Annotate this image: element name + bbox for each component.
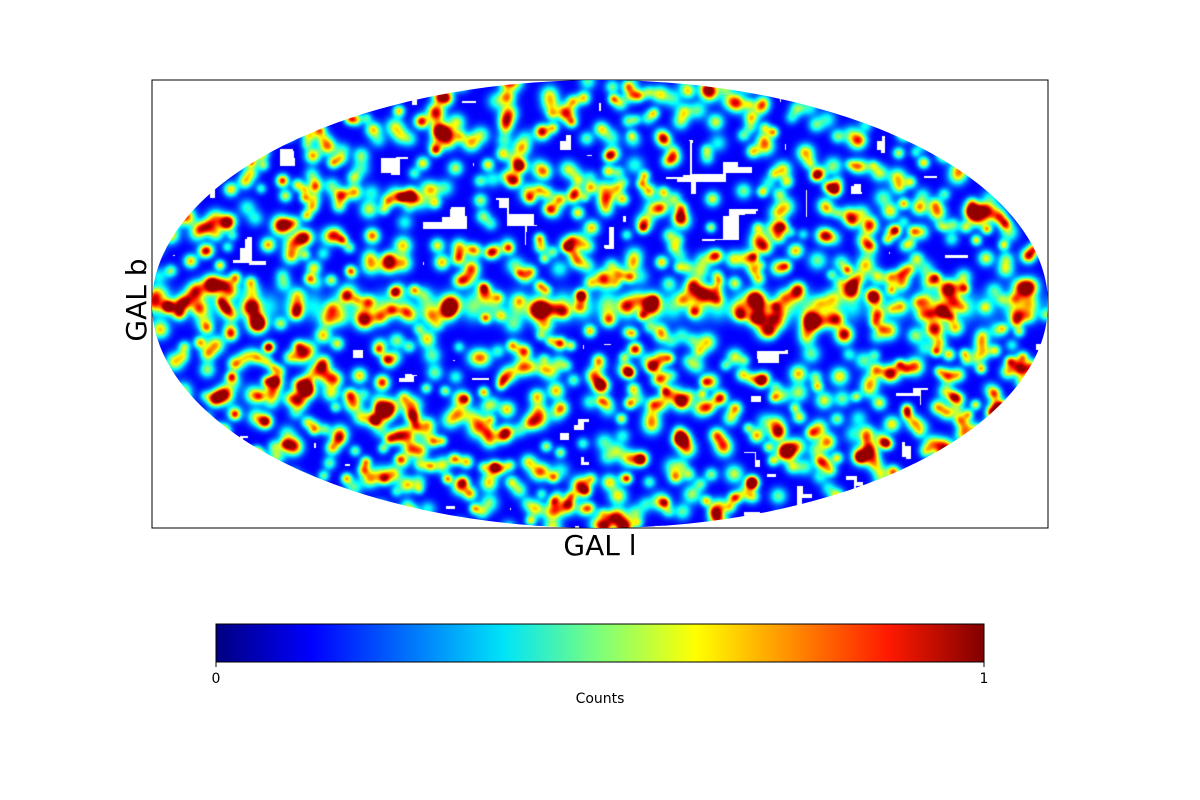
- colorbar-tick-label-0: 0: [212, 671, 221, 687]
- sky-map-heatmap: [152, 80, 1048, 528]
- colorbar-label: Counts: [576, 691, 625, 707]
- x-axis-label: GAL l: [563, 529, 636, 562]
- colorbar-tick-label-1: 1: [980, 671, 989, 687]
- y-axis-label: GAL b: [120, 258, 153, 341]
- colorbar: [215, 623, 985, 663]
